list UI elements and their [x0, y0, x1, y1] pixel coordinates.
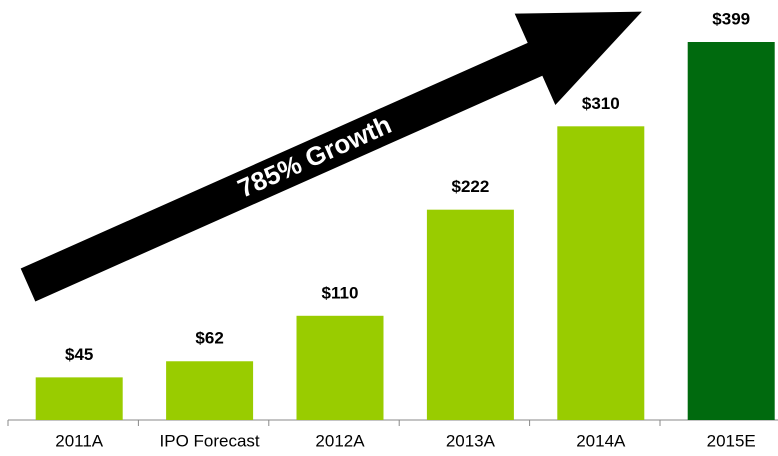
bar: [35, 377, 123, 420]
bar: [557, 126, 645, 420]
bar: [166, 361, 254, 420]
annotation: 785% Growth: [233, 109, 396, 203]
bar: [426, 209, 514, 420]
value-label: $310: [582, 94, 620, 113]
value-label: $45: [65, 345, 93, 364]
value-label: $62: [195, 329, 223, 348]
value-label: $110: [322, 283, 359, 302]
value-label: $222: [451, 177, 489, 196]
x-tick-label: 2014A: [576, 431, 626, 450]
x-tick-label: 2012A: [315, 431, 365, 450]
arrow-shape: [20, 11, 642, 302]
x-tick-label: 2011A: [55, 431, 104, 450]
x-tick-label: 2015E: [707, 431, 756, 450]
value-label: $399: [712, 9, 750, 28]
bar: [296, 315, 384, 420]
bar: [687, 42, 775, 420]
x-tick-label: IPO Forecast: [160, 431, 260, 450]
x-tick-label: 2013A: [446, 431, 496, 450]
